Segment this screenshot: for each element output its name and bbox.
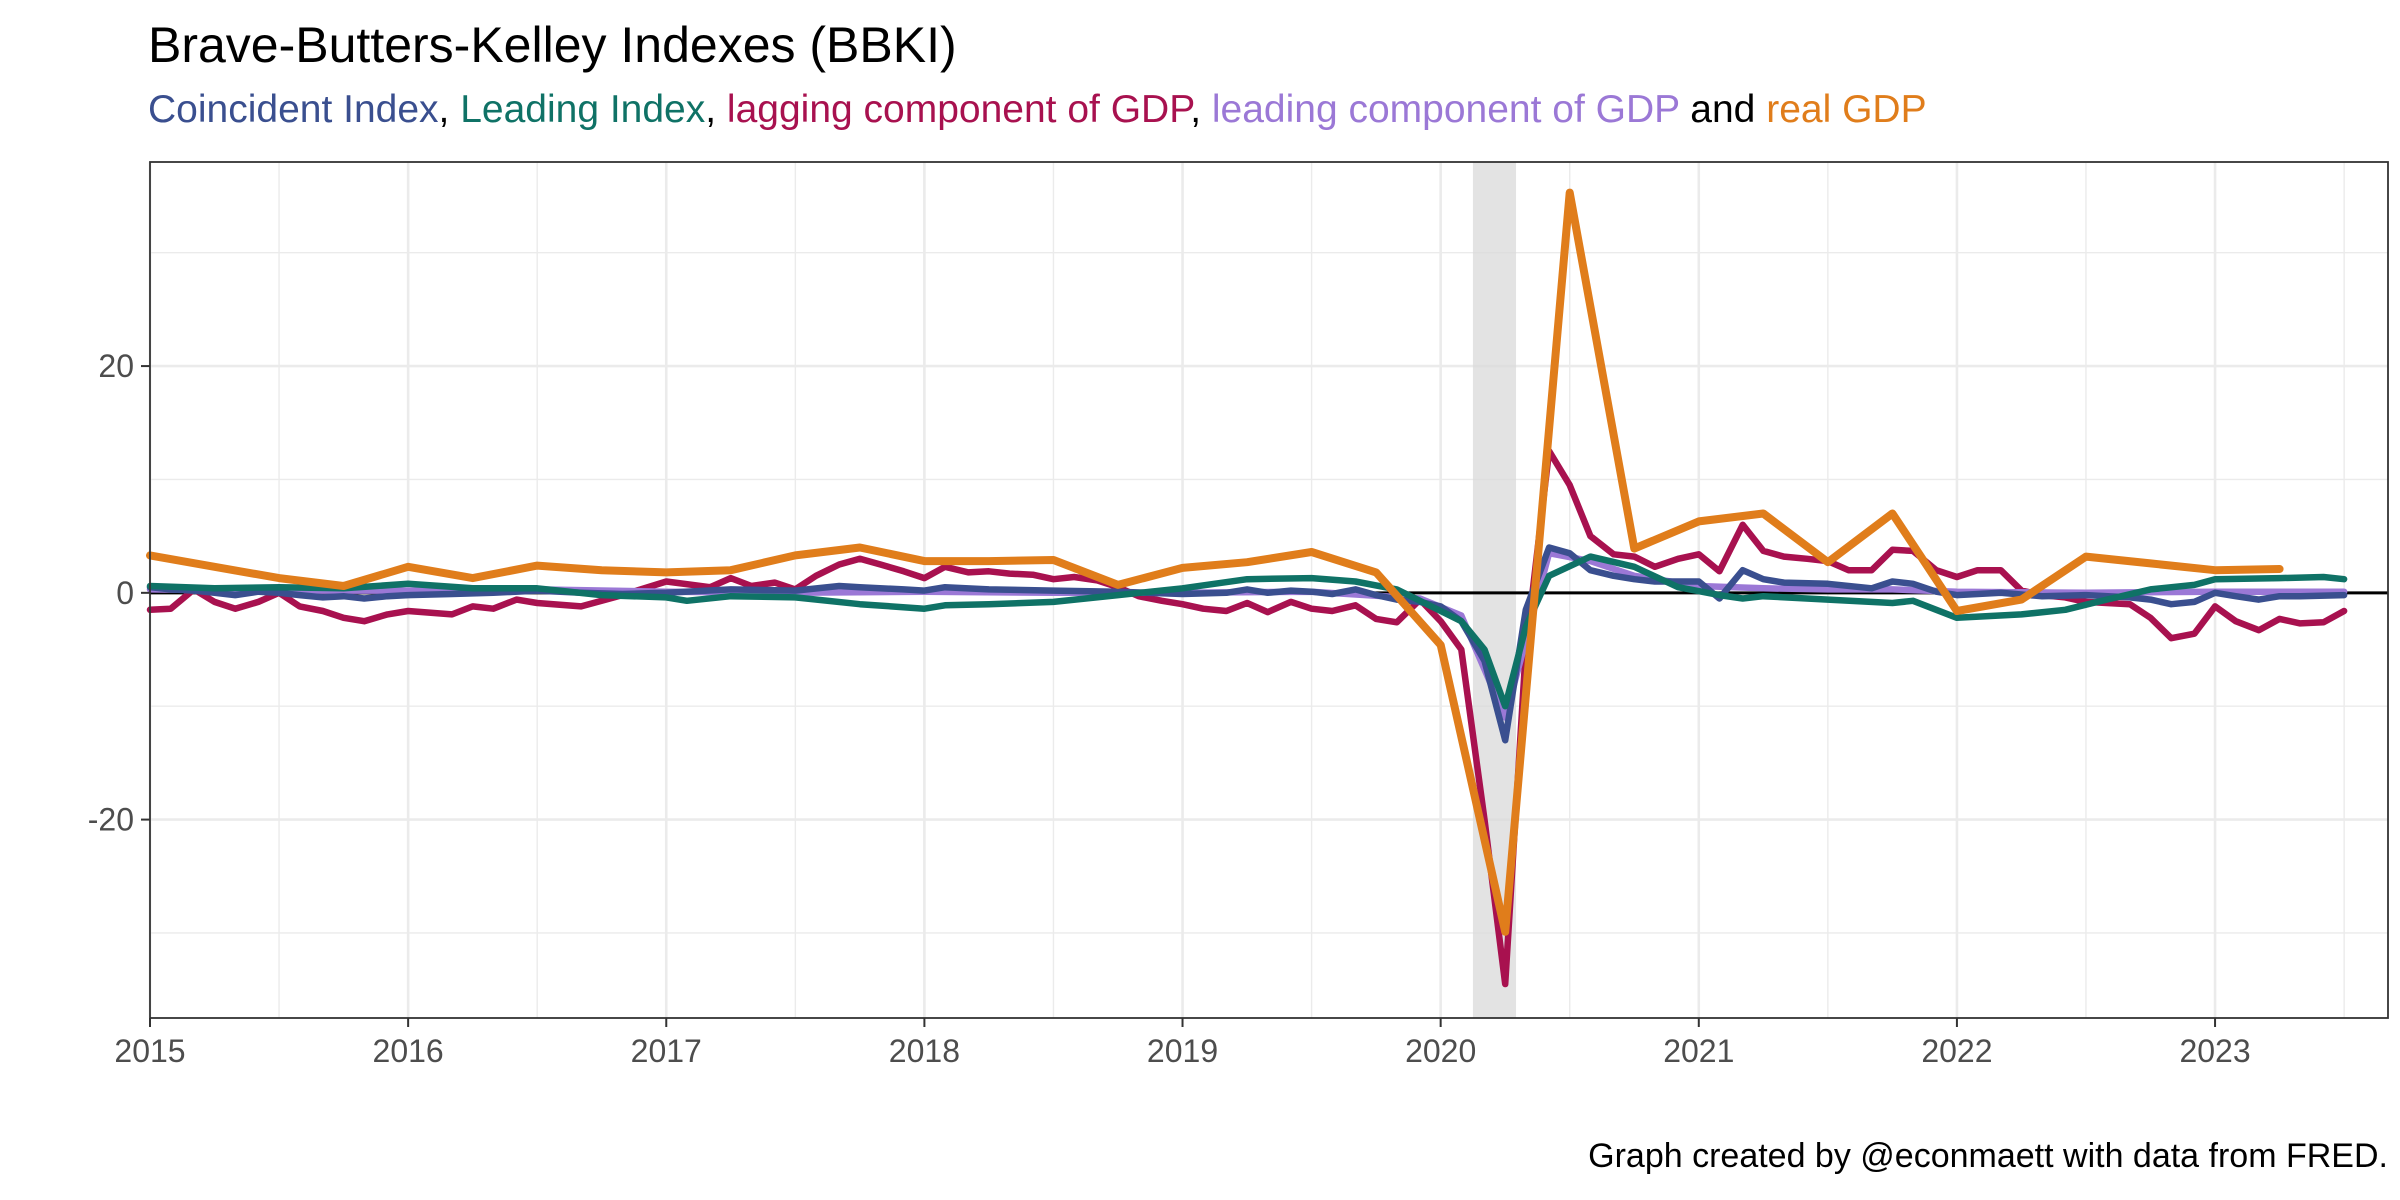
y-tick-label: 0 [116,575,134,611]
x-tick-label: 2016 [373,1033,444,1069]
subtitle-part: Leading Index [460,88,706,131]
chart-caption: Graph created by @econmaett with data fr… [1588,1137,2388,1175]
x-tick-label: 2019 [1147,1033,1218,1069]
subtitle-part: Coincident Index [148,88,439,131]
axes: 2015 2016 2017 2018 2019 2020 2021 2022 2023 -20 0… [88,348,2251,1069]
series-lines [146,188,2348,988]
x-tick-label: 2015 [114,1033,185,1069]
x-tick-label: 2018 [889,1033,960,1069]
subtitle-part: , [438,88,461,131]
subtitle-part: lagging component of GDP [726,88,1191,131]
x-tick-label: 2022 [1921,1033,1992,1069]
chart-title: Brave-Butters-Kelley Indexes (BBKI) [148,17,957,73]
chart-subtitle: Coincident Index, Leading Index, lagging… [148,84,1927,136]
series-line-leading-index [146,553,2348,710]
x-tick-label: 2023 [2179,1033,2250,1069]
y-tick-label: -20 [88,802,134,838]
x-tick-label: 2020 [1405,1033,1476,1069]
series-line-lagging-component-of-gdp [146,447,2348,988]
subtitle-part: , [1190,88,1212,131]
subtitle-part: and [1679,88,1767,131]
subtitle-part: , [705,88,727,131]
y-tick-label: 20 [98,348,134,384]
x-tick-label: 2021 [1663,1033,1734,1069]
series-line-coincident-index [146,544,2348,744]
subtitle-part: real GDP [1766,88,1927,131]
x-tick-label: 2017 [631,1033,702,1069]
series-line-real-gdp [146,188,2284,936]
subtitle-part: leading component of GDP [1211,88,1680,131]
plot-panel-border [149,161,2389,1019]
